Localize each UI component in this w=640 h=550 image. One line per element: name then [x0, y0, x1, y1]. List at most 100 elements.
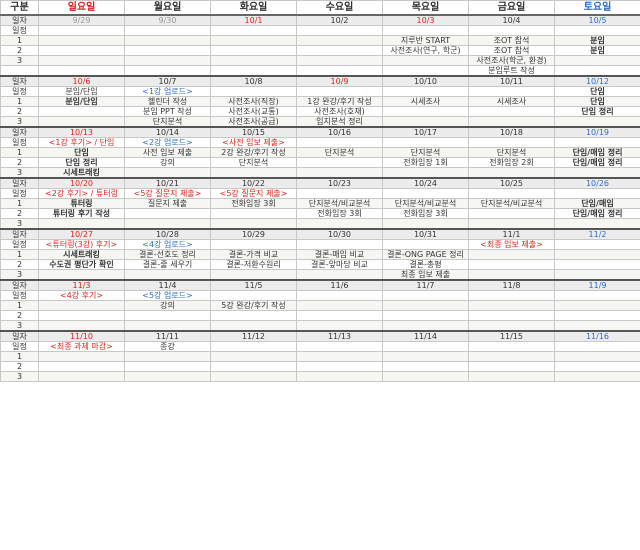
task-cell [124, 218, 211, 230]
task-cell [124, 320, 211, 332]
task-cell: 사전조사(호재) [296, 106, 383, 117]
task-cell [554, 249, 640, 260]
task-cell: 튜터링 [38, 198, 125, 209]
task-cell [468, 208, 555, 219]
date-cell: 10/16 [296, 126, 383, 138]
header-label: 구분 [0, 0, 39, 16]
task-row: 3 시세트래킹 [0, 167, 640, 179]
row-label-date: 일자 [0, 75, 39, 87]
task-cell: 전화임장 2회 [468, 157, 555, 168]
date-cell: 11/7 [382, 279, 469, 291]
task-cell [296, 310, 383, 321]
date-cell: 10/13 [38, 126, 125, 138]
task-cell [296, 167, 383, 179]
task-cell [382, 351, 469, 362]
date-cell: 10/29 [210, 228, 297, 240]
task-row: 3 [0, 218, 640, 230]
task-cell [382, 65, 469, 77]
task-cell [210, 208, 297, 219]
task-cell: 단임/매임 정리 [554, 157, 640, 168]
task-cell [554, 269, 640, 281]
date-cell: 10/1 [210, 14, 297, 26]
weekday-header: 목요일 [382, 0, 469, 16]
date-cell: 10/9 [296, 75, 383, 87]
date-cell: 11/1 [468, 228, 555, 240]
schedule-cell: <4강 업로드> [124, 239, 211, 250]
task-row: 1 튜터링 질문지 제출 전화임장 3회 단지분석/비교분석 단지분석/비교분석 단지분석/… [0, 198, 640, 209]
date-cell: 11/8 [468, 279, 555, 291]
task-cell [210, 218, 297, 230]
task-cell [296, 351, 383, 362]
task-cell: 최종 임보 제출 [382, 269, 469, 281]
task-row: 2 단임 정리 강의 단지분석 전화임장 1회 전화임장 2회 단임/매임 정리 [0, 157, 640, 168]
task-cell [468, 371, 555, 382]
task-cell [296, 218, 383, 230]
row-label-schedule: 일정 [0, 25, 39, 36]
task-cell [468, 259, 555, 270]
task-cell: 강의 [124, 300, 211, 311]
task-cell [38, 371, 125, 382]
task-cell [296, 320, 383, 332]
schedule-cell [468, 86, 555, 97]
task-cell: 분임 [554, 35, 640, 46]
task-cell [124, 310, 211, 321]
date-cell: 10/28 [124, 228, 211, 240]
date-cell: 10/31 [382, 228, 469, 240]
task-cell [210, 65, 297, 77]
row-label-number [0, 65, 39, 77]
task-cell [124, 55, 211, 66]
row-label-number: 2 [0, 208, 39, 219]
task-row: 2 튜터링 후기 작성 전화임장 3회 전화임장 3회 단임/매임 정리 [0, 208, 640, 219]
schedule-cell [382, 188, 469, 199]
task-row: 2 사전조사(연구, 학군) 조OT 참석 분임 [0, 45, 640, 56]
task-cell [468, 320, 555, 332]
task-cell [296, 65, 383, 77]
task-cell [124, 208, 211, 219]
task-cell [210, 351, 297, 362]
task-cell: 전화임장 1회 [382, 157, 469, 168]
schedule-cell: <최종 임보 제출> [468, 239, 555, 250]
schedule-cell: <5강 업로드> [124, 290, 211, 301]
row-label-date: 일자 [0, 177, 39, 189]
task-cell [382, 55, 469, 66]
row-label-number: 3 [0, 218, 39, 230]
task-cell: 지루반 START [382, 35, 469, 46]
task-cell [210, 55, 297, 66]
schedule-cell: <5강 질문지 제출> [210, 188, 297, 199]
row-label-number: 3 [0, 320, 39, 332]
date-cell: 10/3 [382, 14, 469, 26]
task-cell: 2강 완강/후기 작성 [210, 147, 297, 158]
row-label-number: 3 [0, 269, 39, 281]
row-label-date: 일자 [0, 279, 39, 291]
task-cell [382, 310, 469, 321]
task-cell: 단지분석 [124, 116, 211, 128]
date-cell: 10/24 [382, 177, 469, 189]
date-cell: 11/10 [38, 330, 125, 342]
date-cell: 11/9 [554, 279, 640, 291]
row-label-schedule: 일정 [0, 86, 39, 97]
date-cell: 10/11 [468, 75, 555, 87]
task-cell: 시세조사 [468, 96, 555, 107]
schedule-cell: <1강 업로드> [124, 86, 211, 97]
task-cell [124, 351, 211, 362]
schedule-cell: <튜터링(3강) 후기> [38, 239, 125, 250]
schedule-row: 일정 <4강 후기> <5강 업로드> [0, 290, 640, 301]
schedule-cell [210, 290, 297, 301]
schedule-cell [38, 25, 125, 36]
task-cell [124, 269, 211, 281]
schedule-cell [554, 137, 640, 148]
task-cell: 분임 [554, 45, 640, 56]
task-cell: 강의 [124, 157, 211, 168]
task-cell [554, 310, 640, 321]
date-cell: 10/18 [468, 126, 555, 138]
date-cell: 10/30 [296, 228, 383, 240]
weekday-header: 금요일 [468, 0, 555, 16]
date-cell: 11/4 [124, 279, 211, 291]
task-cell: 시세트래킹 [38, 167, 125, 179]
task-cell [468, 300, 555, 311]
date-cell: 10/27 [38, 228, 125, 240]
schedule-cell [296, 137, 383, 148]
row-label-number: 1 [0, 198, 39, 209]
task-row: 3 최종 임보 제출 [0, 269, 640, 281]
task-cell [38, 351, 125, 362]
